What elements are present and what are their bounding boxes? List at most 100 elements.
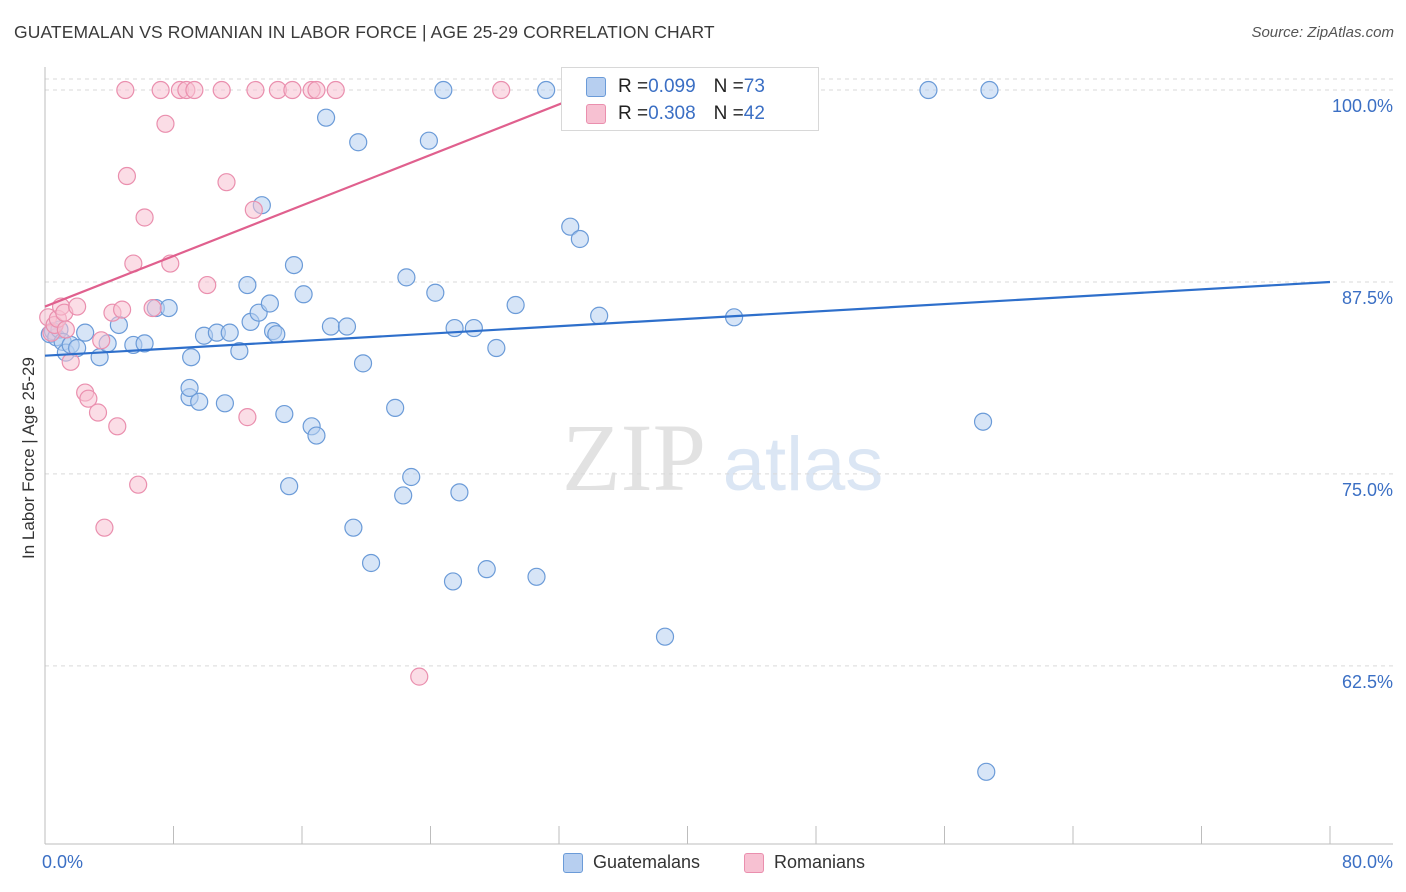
- guatemalan-point: [977, 762, 996, 781]
- watermark: ZIP atlas: [562, 404, 883, 511]
- legend-r-value: 0.099: [648, 76, 696, 97]
- y-tick-labels: 62.5% 75.0% 87.5% 100.0%: [1332, 96, 1393, 692]
- guatemalan-point: [570, 229, 589, 249]
- guatemalan-point: [527, 567, 546, 586]
- romanian-point: [95, 518, 114, 537]
- guatemalan-point: [260, 294, 279, 313]
- y-tick-label: 87.5%: [1342, 288, 1393, 308]
- guatemalan-point: [321, 317, 341, 336]
- watermark-atlas: atlas: [723, 422, 884, 507]
- romanian-point: [112, 300, 132, 319]
- guatemalan-point: [561, 217, 580, 236]
- y-tick-label: 100.0%: [1332, 96, 1393, 116]
- guatemalan-point: [349, 133, 368, 152]
- guatemalan-point: [537, 80, 556, 100]
- guatemalan-point: [434, 80, 453, 100]
- guatemalans-trend-line: [44, 280, 1331, 357]
- guatemalan-point: [419, 131, 438, 150]
- guatemalan-point: [464, 318, 483, 338]
- romanians-points: [39, 80, 511, 686]
- guatemalan-point: [402, 467, 421, 487]
- romanian-point: [217, 173, 236, 192]
- romanian-point: [79, 389, 98, 408]
- romanian-point: [129, 475, 148, 494]
- guatemalan-point: [477, 560, 496, 579]
- guatemalan-point: [135, 334, 154, 353]
- guatemalan-point: [238, 275, 257, 295]
- legend-n-value: 42: [743, 103, 765, 124]
- guatemalan-point: [445, 318, 464, 338]
- guatemalan-point: [190, 392, 209, 411]
- romanian-point: [246, 80, 265, 100]
- romanian-point: [283, 80, 302, 100]
- guatemalan-point: [344, 518, 363, 537]
- guatemalan-point: [386, 398, 405, 417]
- romanian-point: [238, 408, 257, 427]
- watermark-zip: ZIP: [562, 404, 706, 511]
- guatemalan-point: [506, 295, 525, 315]
- guatemalan-point: [337, 317, 357, 336]
- legend-r-label: R =: [618, 76, 649, 97]
- guatemalan-point: [280, 477, 299, 496]
- x-tick-label-min: 0.0%: [42, 852, 84, 872]
- guatemalan-point: [919, 80, 938, 100]
- guatemalan-point: [182, 348, 201, 367]
- source-credit: Source: ZipAtlas.com: [1251, 24, 1394, 41]
- romanian-point: [244, 200, 263, 219]
- guatemalan-point: [361, 553, 381, 573]
- trend-lines: [44, 84, 1331, 357]
- y-tick-label: 62.5%: [1342, 672, 1393, 692]
- guatemalan-point: [655, 627, 675, 646]
- romanians-trend-line: [44, 84, 608, 308]
- guatemalan-point: [215, 394, 234, 413]
- legend-label-guatemalans: Guatemalans: [593, 852, 701, 872]
- guatemalan-point: [590, 306, 609, 325]
- x-tick-label-max: 80.0%: [1341, 852, 1393, 872]
- guatemalan-point: [980, 80, 999, 100]
- guatemalan-point: [159, 298, 178, 318]
- guatemalan-point: [76, 323, 95, 342]
- romanian-point: [68, 297, 87, 316]
- guatemalan-point: [397, 268, 416, 287]
- guatemalan-point: [267, 325, 286, 344]
- romanian-point: [117, 166, 137, 186]
- guatemalan-point: [316, 108, 336, 127]
- romanian-point: [108, 417, 127, 436]
- legend-label-romanians: Romanians: [774, 852, 866, 872]
- legend-item-guatemalans[interactable]: Guatemalans: [563, 852, 700, 873]
- guatemalan-point: [443, 572, 463, 591]
- guatemalan-point: [487, 338, 506, 358]
- legend-row-guatemalans: R = 0.099 N = 73: [586, 73, 765, 101]
- guatemalan-point: [973, 412, 993, 431]
- legend-row-romanians: R = 0.308 N = 42: [586, 100, 765, 128]
- romanian-point: [307, 80, 326, 100]
- legend-item-romanians[interactable]: Romanians: [744, 852, 865, 873]
- legend-n-label: N =: [713, 103, 744, 124]
- guatemalan-point: [307, 426, 326, 445]
- romanian-point: [92, 331, 111, 350]
- romanian-point: [135, 208, 154, 227]
- romanian-point: [410, 667, 429, 686]
- guatemalan-point: [353, 354, 373, 373]
- romanian-point: [156, 114, 175, 133]
- gridlines: [45, 78, 1393, 667]
- romanian-point: [88, 403, 108, 422]
- y-tick-label: 75.0%: [1342, 480, 1393, 500]
- guatemalan-point: [294, 285, 313, 304]
- legend-swatch-blue: [586, 77, 606, 97]
- romanian-point: [326, 80, 345, 100]
- guatemalan-point: [450, 483, 469, 502]
- guatemalan-point: [230, 341, 249, 361]
- romanian-point: [61, 352, 80, 371]
- romanian-point: [492, 80, 511, 100]
- legend-r-label: R =: [618, 103, 649, 124]
- chart-title: GUATEMALAN VS ROMANIAN IN LABOR FORCE | …: [14, 22, 715, 42]
- guatemalan-point: [220, 323, 239, 342]
- guatemalan-point: [394, 486, 413, 505]
- legend-swatch-pink: [586, 104, 606, 124]
- romanian-point: [56, 320, 75, 339]
- romanian-point: [198, 275, 217, 295]
- romanian-point: [185, 80, 204, 100]
- romanian-point: [116, 80, 135, 100]
